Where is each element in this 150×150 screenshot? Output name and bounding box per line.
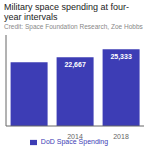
html-text:Military space spending at fou: Military space spending at four-year int…: [4, 2, 130, 22]
html-text:Credit: Space Foundation Resea: Credit: Space Foundation Research, Zoe H…: [4, 23, 143, 30]
svg-text:25,333: 25,333: [110, 53, 132, 61]
svg-text:22,667: 22,667: [64, 61, 86, 69]
svg-text:2018: 2018: [113, 133, 129, 140]
html-text:DoD Space Spending: DoD Space Spending: [40, 138, 109, 145]
svg-text:2014: 2014: [67, 133, 83, 140]
